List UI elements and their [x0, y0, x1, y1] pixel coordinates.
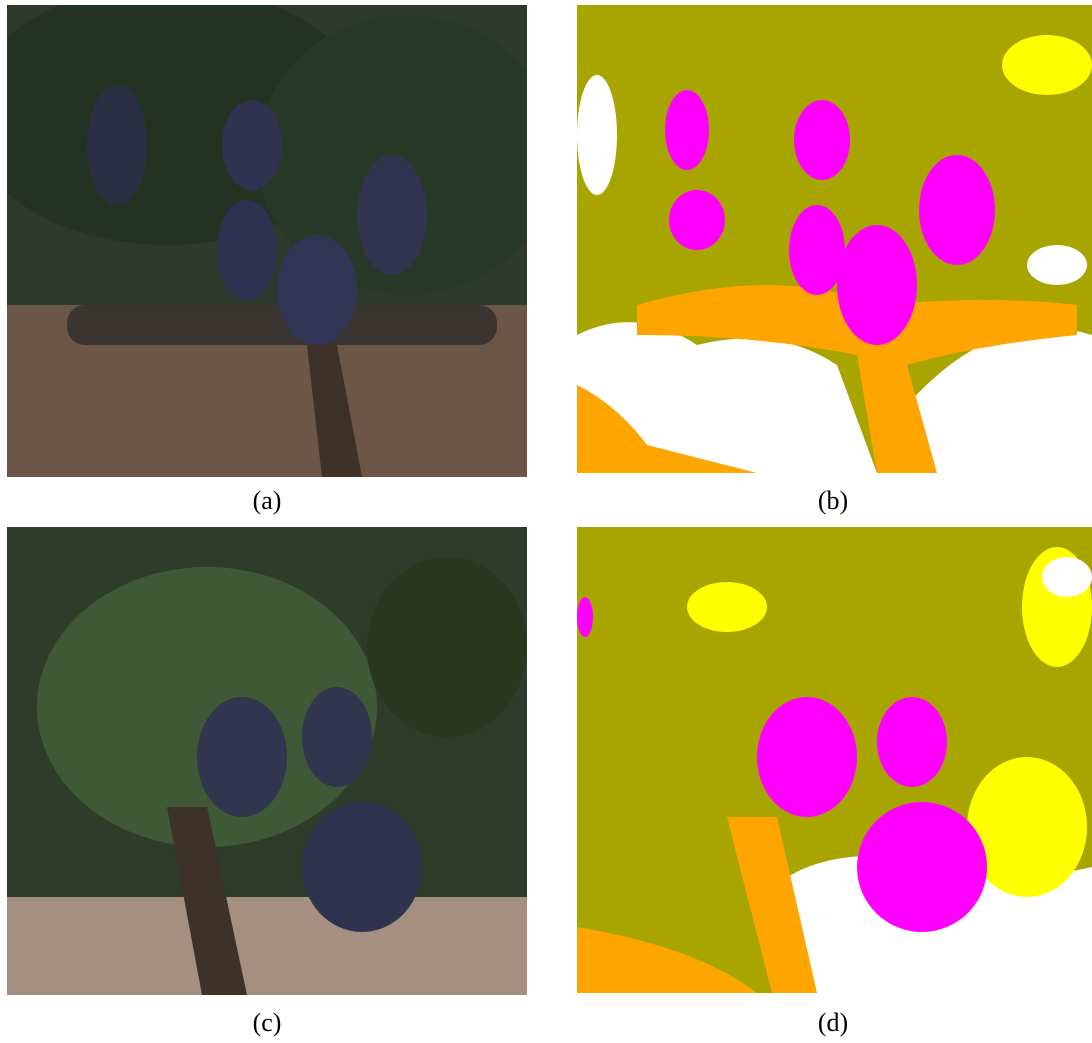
segmentation-b [577, 5, 1092, 473]
segmentation-d [577, 527, 1092, 993]
figure: (a) (b) (c) (d) (() => { const data = JS… [0, 0, 1092, 1043]
caption: (a) [167, 486, 367, 516]
caption: (d) [733, 1008, 933, 1038]
caption: (c) [167, 1008, 367, 1038]
caption: (b) [733, 486, 933, 516]
photo-c [7, 527, 527, 995]
photo-a [7, 5, 527, 477]
